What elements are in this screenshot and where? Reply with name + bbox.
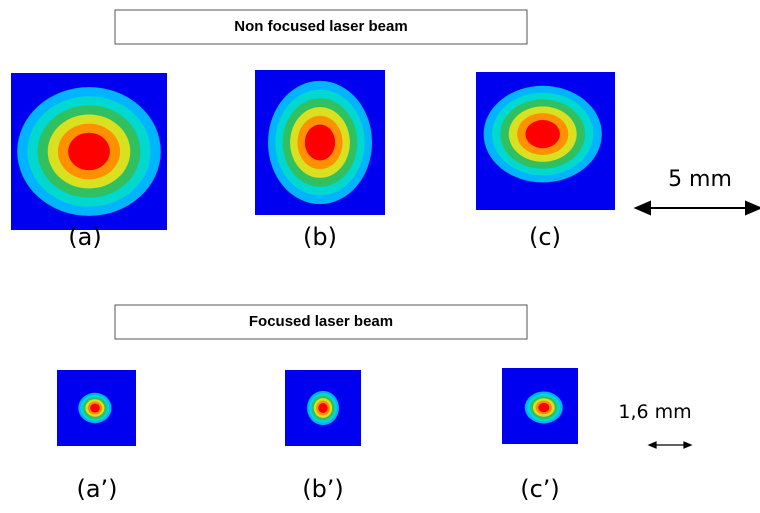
beam-contour: [538, 402, 550, 413]
title-box: [114, 304, 528, 340]
beam-profile: [285, 370, 361, 446]
section-title: Non focused laser beam: [234, 18, 407, 35]
beam-contour: [90, 403, 100, 413]
panel-label: (a’): [76, 475, 117, 503]
scale-arrow: [647, 441, 693, 449]
beam-contour: [68, 132, 110, 171]
panel-label: (c’): [520, 475, 560, 503]
panel-label: (b): [303, 223, 337, 251]
beam-profile: [476, 72, 615, 210]
beam-contour: [525, 120, 560, 149]
scale-arrow: [633, 200, 760, 216]
beam-profile: [255, 70, 385, 215]
panel-label: (a): [68, 223, 101, 251]
panel-label: (c): [529, 223, 561, 251]
beam-profile: [502, 368, 578, 444]
scale-label: 1,6 mm: [618, 401, 691, 423]
beam-profile: [11, 73, 167, 230]
scale-label: 5 mm: [668, 167, 732, 192]
section-title: Focused laser beam: [249, 313, 393, 330]
title-box: [114, 9, 528, 45]
beam-profile: [57, 370, 136, 446]
panel-label: (b’): [302, 475, 344, 503]
beam-contour: [304, 124, 336, 161]
beam-contour: [318, 403, 328, 413]
